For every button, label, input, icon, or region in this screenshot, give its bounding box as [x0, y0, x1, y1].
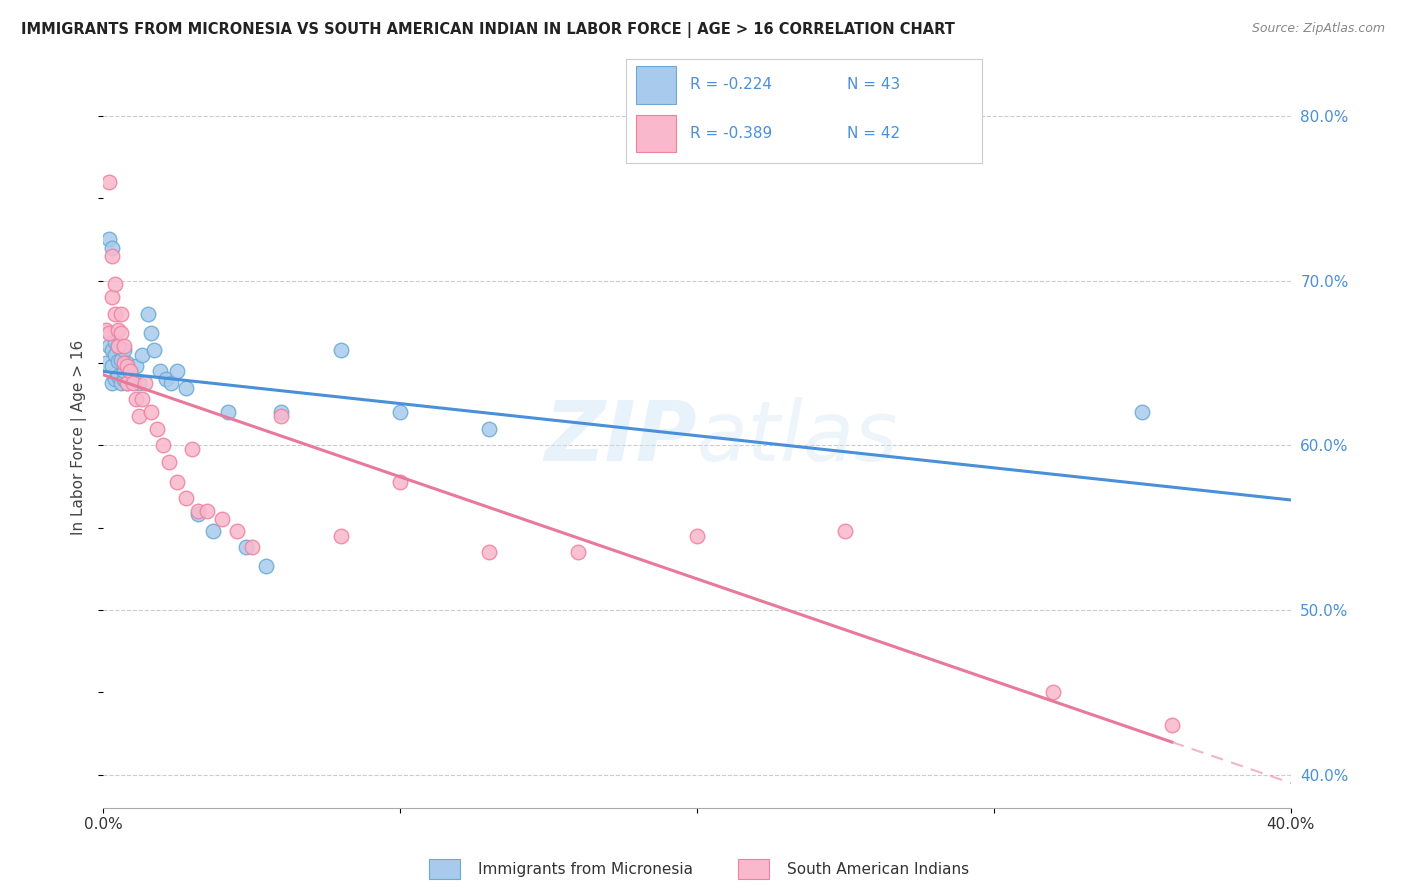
Point: [149, 364, 172, 378]
Point: [115, 359, 138, 374]
Point: [101, 249, 124, 263]
Point: [98, 175, 121, 189]
Point: [240, 541, 263, 555]
Point: [107, 339, 129, 353]
Point: [101, 376, 124, 390]
Point: [104, 372, 127, 386]
Point: [142, 343, 165, 357]
Point: [176, 491, 198, 505]
Text: South American Indians: South American Indians: [787, 863, 970, 877]
Point: [1160, 718, 1182, 732]
Point: [101, 241, 124, 255]
Point: [329, 529, 352, 543]
Point: [160, 376, 183, 390]
Point: [98, 326, 121, 341]
Point: [110, 376, 132, 390]
Point: [115, 376, 138, 390]
Point: [107, 323, 129, 337]
Point: [110, 352, 132, 367]
Text: ZIP: ZIP: [544, 397, 697, 477]
Point: [478, 545, 501, 559]
Point: [195, 504, 218, 518]
Text: Source: ZipAtlas.com: Source: ZipAtlas.com: [1251, 22, 1385, 36]
Point: [122, 372, 145, 386]
Point: [166, 364, 188, 378]
Point: [211, 512, 233, 526]
Point: [155, 372, 177, 386]
Point: [128, 409, 150, 423]
Point: [122, 376, 145, 390]
Point: [139, 326, 162, 341]
Point: [145, 422, 167, 436]
Point: [478, 422, 501, 436]
Point: [176, 381, 198, 395]
Point: [389, 475, 412, 489]
Point: [834, 524, 856, 538]
Y-axis label: In Labor Force | Age > 16: In Labor Force | Age > 16: [72, 340, 87, 534]
Point: [107, 354, 129, 368]
Point: [134, 376, 156, 390]
Text: IMMIGRANTS FROM MICRONESIA VS SOUTH AMERICAN INDIAN IN LABOR FORCE | AGE > 16 CO: IMMIGRANTS FROM MICRONESIA VS SOUTH AMER…: [21, 22, 955, 38]
Point: [110, 307, 132, 321]
Point: [118, 364, 141, 378]
Point: [329, 343, 352, 357]
Point: [256, 558, 278, 573]
Point: [101, 290, 124, 304]
Point: [270, 409, 292, 423]
Point: [270, 405, 292, 419]
Point: [112, 343, 135, 357]
Text: Immigrants from Micronesia: Immigrants from Micronesia: [478, 863, 693, 877]
Point: [112, 364, 135, 378]
Point: [131, 348, 153, 362]
Point: [131, 392, 153, 407]
Text: atlas: atlas: [697, 397, 898, 477]
Point: [686, 529, 709, 543]
Point: [389, 405, 412, 419]
Point: [107, 369, 129, 384]
Point: [567, 545, 589, 559]
Point: [96, 323, 118, 337]
Point: [187, 504, 209, 518]
Point: [107, 339, 129, 353]
Point: [1130, 405, 1153, 419]
Point: [235, 541, 257, 555]
Point: [101, 359, 124, 374]
Point: [136, 307, 159, 321]
Point: [110, 326, 132, 341]
Point: [101, 343, 124, 357]
Point: [98, 232, 121, 246]
Point: [118, 364, 141, 378]
Point: [104, 277, 127, 291]
Point: [115, 356, 138, 370]
Point: [202, 524, 225, 538]
Point: [112, 339, 135, 353]
Point: [157, 455, 180, 469]
Point: [181, 442, 204, 456]
Point: [1042, 685, 1064, 699]
Point: [225, 524, 247, 538]
Point: [115, 376, 138, 390]
Point: [217, 405, 239, 419]
Point: [125, 392, 148, 407]
Point: [128, 376, 150, 390]
Point: [104, 348, 127, 362]
Point: [104, 334, 127, 349]
Point: [187, 508, 209, 522]
Point: [112, 372, 135, 386]
Point: [152, 438, 174, 452]
Point: [98, 339, 121, 353]
Point: [104, 307, 127, 321]
Point: [166, 475, 188, 489]
Point: [139, 405, 162, 419]
Point: [96, 356, 118, 370]
Point: [112, 356, 135, 370]
Point: [125, 359, 148, 374]
